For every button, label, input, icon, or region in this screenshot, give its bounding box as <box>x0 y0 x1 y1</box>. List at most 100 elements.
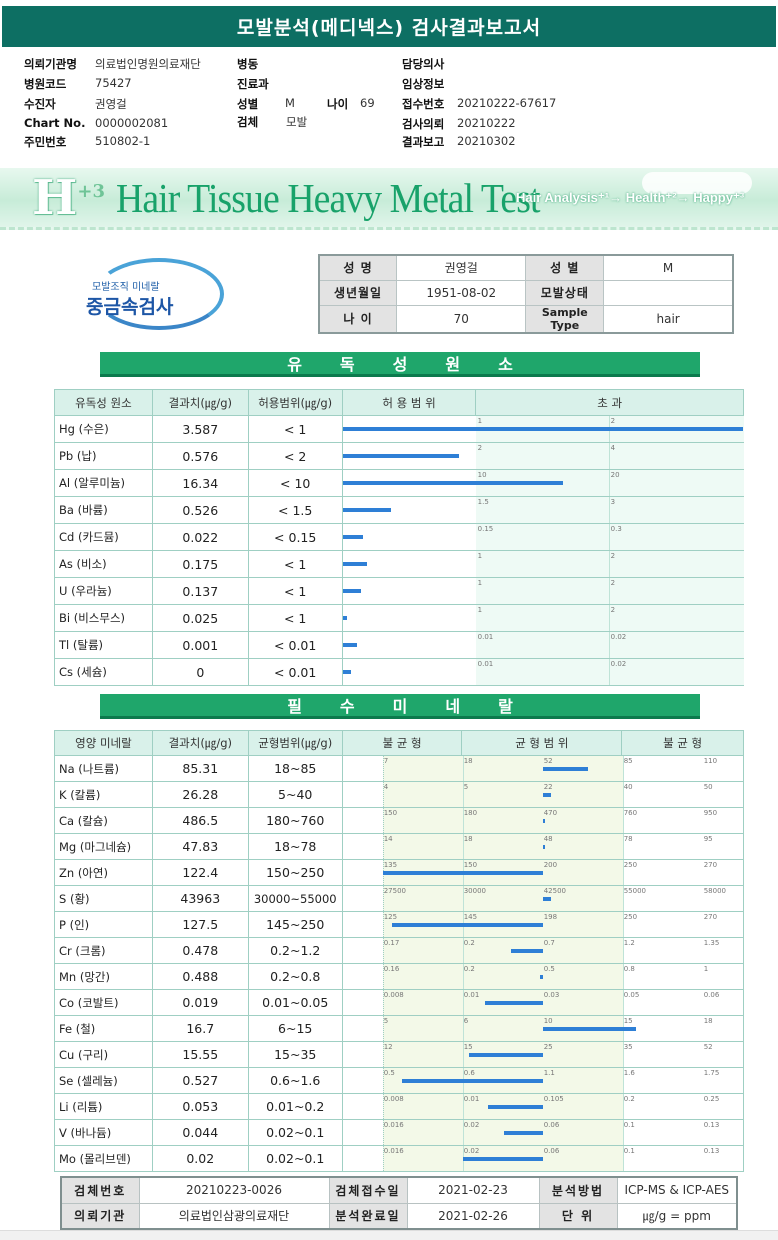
balance-range: 150~250 <box>247 859 343 886</box>
allowed-range: < 1 <box>247 577 343 605</box>
scale-tick: 470 <box>543 809 558 817</box>
patient-value: 1951-08-02 <box>396 279 527 306</box>
balance-bar <box>504 1131 543 1135</box>
scale-tick: 950 <box>703 809 718 817</box>
scale-tick: 40 <box>623 783 633 791</box>
info-value: 0000002081 <box>95 116 169 130</box>
toxic-row: Cs (세슘) 0 < 0.01 0.01 0.02 <box>54 658 745 686</box>
balance-bar-cell: 27500 30000 42500 55000 58000 <box>341 885 745 912</box>
level-bar <box>342 508 391 512</box>
result-value: 0.001 <box>151 631 249 659</box>
scale-tick: 110 <box>703 757 718 765</box>
allowed-range: < 0.15 <box>247 523 343 551</box>
info-label: Chart No. <box>24 116 86 130</box>
mineral-name: Li (리튬) <box>54 1093 153 1120</box>
column-header: 유독성 원소 <box>54 389 153 416</box>
scale-tick: 0.03 <box>543 991 560 999</box>
mineral-name: Fe (철) <box>54 1015 153 1042</box>
scale-tick: 1.1 <box>543 1069 555 1077</box>
mineral-name: Na (나트륨) <box>54 755 153 782</box>
banner-title: Hair Tissue Heavy Metal Test <box>116 175 540 221</box>
result-value: 0.478 <box>151 937 249 964</box>
patient-value: 권영걸 <box>396 254 527 281</box>
balance-bar <box>510 949 543 953</box>
scale-tick: 145 <box>463 913 478 921</box>
level-bar <box>342 670 351 674</box>
scale-tick: 18 <box>703 1017 713 1025</box>
scale-tick: 150 <box>383 809 398 817</box>
balance-range: 0.01~0.05 <box>247 989 343 1016</box>
balance-bar <box>485 1001 543 1005</box>
scale-tick: 0.1 <box>623 1147 635 1155</box>
balance-bar <box>539 975 543 979</box>
scale-tick: 42500 <box>543 887 566 895</box>
patient-label: 생년월일 <box>318 279 398 306</box>
scale-tick: 52 <box>543 757 553 765</box>
element-name: As (비소) <box>54 550 153 578</box>
specimen-value: ㎍/g = ppm <box>616 1202 738 1230</box>
toxic-row: Al (알루미늄) 16.34 < 10 10 20 <box>54 469 745 497</box>
result-value: 47.83 <box>151 833 249 860</box>
scale-tick: 0.7 <box>543 939 555 947</box>
specimen-label: 검체번호 <box>60 1176 140 1204</box>
allowed-range: < 0.01 <box>247 631 343 659</box>
scale-tick: 198 <box>543 913 558 921</box>
element-name: Tl (탈륨) <box>54 631 153 659</box>
scale-tick: 250 <box>623 861 638 869</box>
balance-bar <box>382 871 543 875</box>
result-value: 16.7 <box>151 1015 249 1042</box>
mineral-row: Mo (몰리브덴) 0.02 0.02~0.1 0.016 0.02 0.06 0.1 0.1… <box>54 1145 745 1172</box>
balance-bar-cell: 7 18 52 85 110 <box>341 755 745 782</box>
scale-tick: 1.6 <box>623 1069 635 1077</box>
scale-tick: 0.06 <box>703 991 720 999</box>
balance-bar-cell: 5 6 10 15 18 <box>341 1015 745 1042</box>
level-bar-cell: 0.01 0.02 <box>341 631 745 659</box>
scale-tick: 0.008 <box>383 991 404 999</box>
result-value: 0.488 <box>151 963 249 990</box>
scale-tick: 55000 <box>623 887 646 895</box>
balance-bar <box>469 1053 543 1057</box>
scale-tick: 0.25 <box>703 1095 720 1103</box>
info-label: 담당의사 <box>402 57 445 71</box>
info-label: 성별 <box>237 97 259 111</box>
scale-tick: 2 <box>477 444 483 452</box>
scale-tick: 0.016 <box>383 1121 404 1129</box>
result-value: 0.02 <box>151 1145 249 1172</box>
balance-bar-cell: 0.16 0.2 0.5 0.8 1 <box>341 963 745 990</box>
scale-tick: 0.06 <box>543 1121 560 1129</box>
balance-bar-cell: 0.016 0.02 0.06 0.1 0.13 <box>341 1119 745 1146</box>
mineral-row: Li (리튬) 0.053 0.01~0.2 0.008 0.01 0.105 0.2 0.2… <box>54 1093 745 1120</box>
result-value: 0.053 <box>151 1093 249 1120</box>
element-name: Hg (수은) <box>54 415 153 443</box>
level-bar <box>342 562 367 566</box>
scale-tick: 0.01 <box>463 991 480 999</box>
balance-range: 0.6~1.6 <box>247 1067 343 1094</box>
specimen-value: 2021-02-23 <box>406 1176 540 1204</box>
balance-bar <box>542 1027 636 1031</box>
patient-label: 모발상태 <box>525 279 605 306</box>
column-header: 결과치(㎍/g) <box>151 730 249 756</box>
scale-tick: 35 <box>623 1043 633 1051</box>
specimen-label: 단 위 <box>538 1202 618 1230</box>
scale-tick: 3 <box>610 498 616 506</box>
result-value: 0.025 <box>151 604 249 632</box>
element-name: Cs (세슘) <box>54 658 153 686</box>
balance-bar <box>542 793 551 797</box>
scale-tick: 85 <box>623 757 633 765</box>
h3-logo-letter: H <box>32 170 78 226</box>
scale-tick: 25 <box>543 1043 553 1051</box>
test-banner: H+3 Hair Tissue Heavy Metal Test Hair An… <box>0 168 778 230</box>
info-label: 나이 <box>327 97 349 111</box>
info-value: 20210302 <box>457 134 516 148</box>
scale-tick: 27500 <box>383 887 406 895</box>
allowed-range: < 1 <box>247 550 343 578</box>
column-header: 허용범위(㎍/g) <box>247 389 343 416</box>
column-header: 허 용 범 위 <box>341 389 477 416</box>
scale-tick: 0.17 <box>383 939 400 947</box>
balance-range: 0.2~1.2 <box>247 937 343 964</box>
